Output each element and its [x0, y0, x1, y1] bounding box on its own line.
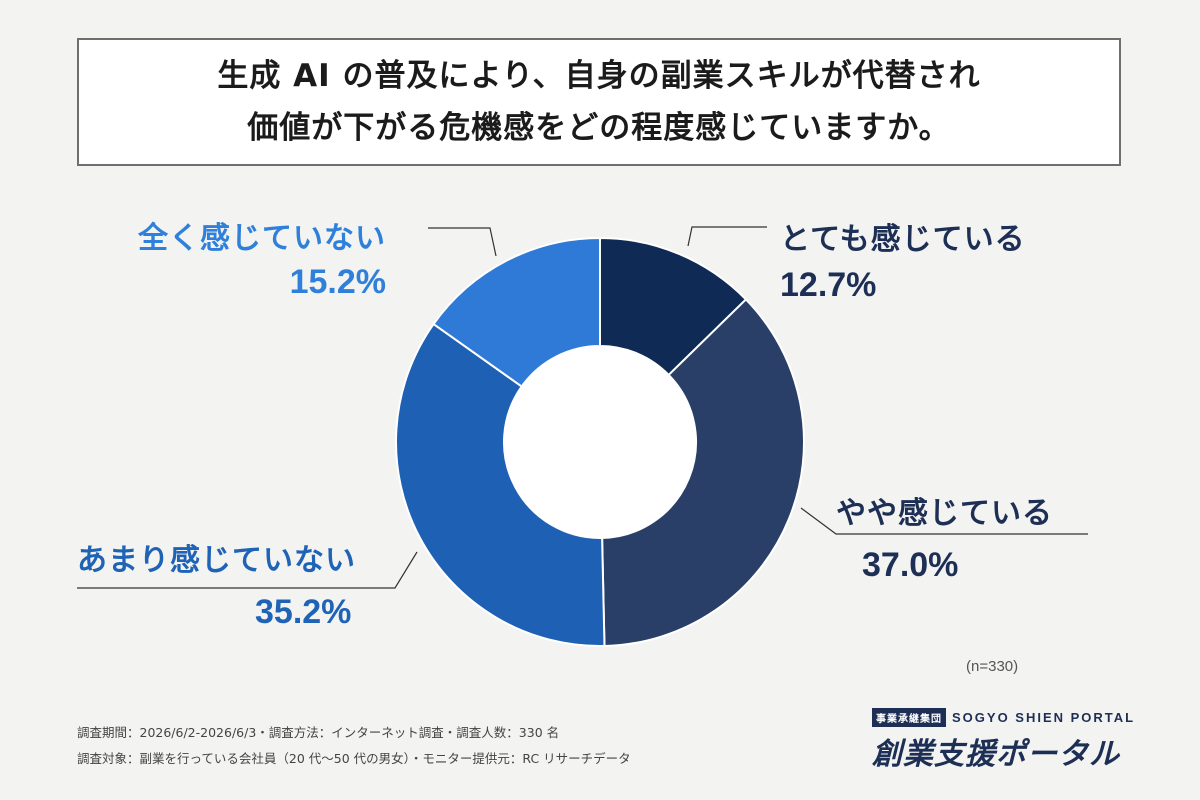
leader-not-at-all [428, 227, 497, 257]
label-somewhat-name: やや感じている [836, 496, 1053, 531]
leader-not-much [77, 551, 418, 589]
label-not-at-all-pct: 15.2% [289, 263, 386, 301]
donut-hole [504, 346, 696, 538]
label-not-at-all: 全く感じていない 15.2% [138, 213, 386, 302]
logo-japanese: 創業支援ポータル [872, 737, 1120, 772]
label-not-much-pct: 35.2% [255, 593, 352, 631]
title-box: 生成 AI の普及により、自身の副業スキルが代替され 価値が下がる危機感をどの程… [77, 38, 1121, 166]
chart-title-line-2: 価値が下がる危機感をどの程度感じていますか。 [247, 110, 951, 146]
label-very-much-pct: 12.7% [780, 266, 877, 304]
logo-badge: 事業承継集団 [872, 708, 946, 727]
label-somewhat-pct: 37.0% [862, 546, 959, 584]
label-not-at-all-name: 全く感じていない [138, 221, 386, 256]
label-very-much-name: とても感じている [780, 222, 1026, 257]
label-not-much: あまり感じていない 35.2% [77, 535, 356, 632]
footnote-survey-period: 調査期間：2026/6/2-2026/6/3・調査方法：インターネット調査・調査… [77, 725, 560, 740]
chart-title-line-1: 生成 AI の普及により、自身の副業スキルが代替され [217, 58, 981, 94]
footnote-survey-target: 調査対象：副業を行っている会社員（20 代〜50 代の男女）・モニター提供元：R… [77, 751, 631, 766]
label-very-much: とても感じている 12.7% [780, 214, 1026, 305]
logo-english: SOGYO SHIEN PORTAL [952, 710, 1136, 725]
leader-somewhat [800, 507, 1088, 535]
sample-size: (n=330) [966, 658, 1019, 675]
label-somewhat: やや感じている 37.0% [836, 488, 1053, 585]
brand-logo: 事業承継集団 SOGYO SHIEN PORTAL 創業支援ポータル [872, 708, 1133, 773]
leader-very-much [687, 226, 767, 247]
label-not-much-name: あまり感じていない [77, 543, 356, 578]
